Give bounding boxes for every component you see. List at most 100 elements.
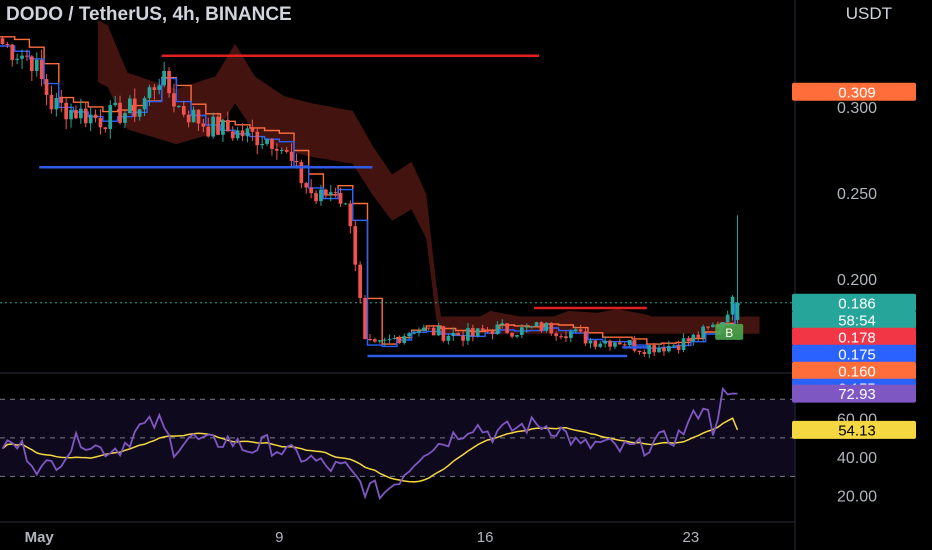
- candle-body: [34, 59, 39, 72]
- candle-body: [569, 331, 573, 339]
- candle-body: [627, 339, 632, 346]
- candle-body: [206, 126, 211, 137]
- candle-body: [88, 114, 93, 124]
- candle-body: [603, 340, 607, 344]
- candle-body: [103, 127, 108, 130]
- candle-body: [637, 350, 642, 353]
- candle-body: [172, 93, 176, 107]
- candle-body: [348, 203, 353, 227]
- candle-body: [221, 120, 225, 135]
- candle-body: [186, 114, 191, 123]
- buy-signal-label: B: [725, 326, 733, 340]
- candle-body: [162, 70, 166, 86]
- candle-body: [686, 338, 691, 342]
- candle-body: [108, 105, 113, 130]
- candle-body: [25, 55, 29, 57]
- candle-body: [593, 340, 598, 347]
- candle-body: [618, 342, 622, 345]
- candle-body: [226, 120, 230, 132]
- candle-body: [706, 326, 710, 328]
- candle-body: [314, 193, 318, 202]
- candle-body: [407, 333, 411, 337]
- candle-body: [201, 123, 206, 127]
- rsi-line: [1, 386, 738, 501]
- price-label-text: 0.178: [838, 329, 876, 346]
- candle-body: [544, 322, 549, 331]
- candle-body: [613, 342, 617, 347]
- rsi-tick-label: 20.00: [837, 489, 877, 506]
- candle-body: [578, 329, 583, 332]
- price-label-pill: [792, 361, 916, 380]
- candle-body: [289, 151, 294, 161]
- candle-body: [652, 345, 656, 353]
- candle-body: [10, 44, 15, 60]
- candle-body: [98, 117, 103, 128]
- candle-body: [676, 345, 681, 350]
- candle-body: [211, 116, 215, 137]
- rsi-value-text: 54.13: [838, 422, 876, 439]
- candle-body: [475, 328, 480, 337]
- candle-body: [64, 102, 68, 120]
- candle-body: [270, 139, 274, 149]
- candle-body: [113, 102, 117, 106]
- candle-body: [436, 326, 441, 336]
- candle-body: [255, 131, 260, 146]
- rsi-value-pill: [792, 384, 916, 403]
- time-tick-label: 9: [275, 529, 283, 546]
- candle-body: [338, 192, 343, 204]
- rsi-tick-label: 40.00: [837, 450, 877, 467]
- price-tick-label: 0.250: [837, 186, 877, 203]
- candle-body: [49, 94, 54, 110]
- candle-body: [573, 329, 578, 332]
- candle-body: [451, 333, 456, 336]
- candle-body: [5, 44, 10, 46]
- candle-body: [142, 98, 147, 110]
- chart-title[interactable]: DODO / TetherUS, 4h, BINANCE: [6, 4, 292, 25]
- candle-body: [725, 314, 730, 323]
- price-label-text: 0.160: [838, 363, 876, 380]
- candle-body: [74, 109, 78, 119]
- candle-body: [534, 322, 539, 327]
- candle-body: [250, 128, 255, 132]
- candle-body: [632, 339, 637, 351]
- candle-body: [608, 340, 612, 347]
- candle-body: [319, 189, 323, 202]
- price-label-pill: [792, 310, 916, 329]
- price-label-pill: [792, 344, 916, 363]
- time-tick-label: 16: [477, 529, 494, 546]
- candle-body: [529, 326, 534, 328]
- currency-label[interactable]: USDT: [845, 4, 892, 23]
- candle-body: [554, 333, 558, 337]
- candle-body: [730, 296, 735, 315]
- candle-body: [20, 55, 24, 59]
- price-tick-label: 0.200: [837, 272, 877, 289]
- candle-body: [588, 340, 593, 344]
- candle-body: [304, 183, 309, 188]
- candle-body: [422, 327, 426, 331]
- candle-body: [284, 150, 289, 152]
- candles-group: [0, 37, 740, 359]
- candle-body: [118, 102, 122, 123]
- candle-body: [279, 150, 284, 152]
- candle-body: [240, 130, 245, 137]
- price-label-text: 0.186: [838, 295, 876, 312]
- candle-body: [377, 340, 382, 342]
- candle-body: [510, 332, 514, 337]
- candle-body: [93, 114, 98, 118]
- candle-body: [622, 344, 627, 346]
- candle-body: [358, 264, 362, 298]
- candle-body: [260, 143, 264, 146]
- candle-body: [441, 326, 446, 341]
- price-label-pill: [792, 293, 916, 312]
- candle-body: [333, 192, 338, 194]
- candle-body: [657, 347, 661, 353]
- candle-body: [235, 130, 240, 139]
- cloud-band: [98, 19, 760, 334]
- candle-body: [495, 324, 500, 335]
- price-tick-label: 0.300: [837, 100, 877, 117]
- candle-body: [387, 339, 392, 341]
- candle-body: [471, 328, 475, 337]
- candle-body: [696, 334, 701, 338]
